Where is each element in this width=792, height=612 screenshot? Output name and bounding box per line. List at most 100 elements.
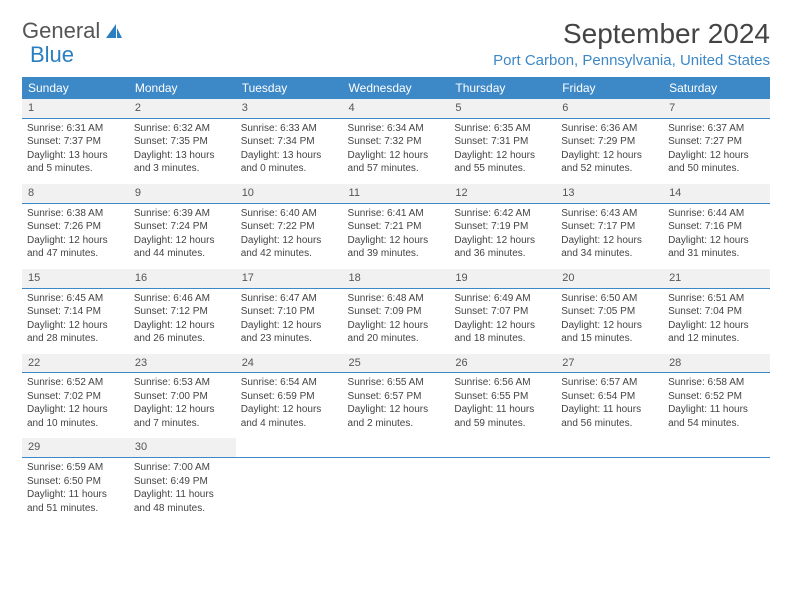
daylight-line: Daylight: 12 hours and 52 minutes. [561, 149, 658, 176]
day-number-row: 1234567 [22, 99, 770, 118]
day-data-cell: Sunrise: 6:45 AMSunset: 7:14 PMDaylight:… [22, 288, 129, 354]
day-number-cell: 20 [556, 269, 663, 288]
day-data-cell: Sunrise: 6:31 AMSunset: 7:37 PMDaylight:… [22, 118, 129, 184]
day-data-cell: Sunrise: 6:44 AMSunset: 7:16 PMDaylight:… [663, 203, 770, 269]
daylight-line: Daylight: 12 hours and 34 minutes. [561, 234, 658, 261]
daylight-line: Daylight: 12 hours and 44 minutes. [134, 234, 231, 261]
day-data-cell: Sunrise: 6:51 AMSunset: 7:04 PMDaylight:… [663, 288, 770, 354]
day-data-cell: Sunrise: 7:00 AMSunset: 6:49 PMDaylight:… [129, 458, 236, 524]
sunrise-line: Sunrise: 6:58 AM [668, 376, 765, 390]
day-data-cell [556, 458, 663, 524]
day-header: Tuesday [236, 77, 343, 99]
day-data-cell: Sunrise: 6:58 AMSunset: 6:52 PMDaylight:… [663, 373, 770, 439]
day-number-row: 2930 [22, 438, 770, 457]
daylight-line: Daylight: 12 hours and 7 minutes. [134, 403, 231, 430]
calendar-body: 1234567Sunrise: 6:31 AMSunset: 7:37 PMDa… [22, 99, 770, 523]
sunset-line: Sunset: 7:02 PM [27, 390, 124, 404]
day-data-cell: Sunrise: 6:50 AMSunset: 7:05 PMDaylight:… [556, 288, 663, 354]
day-number-cell: 9 [129, 184, 236, 203]
header: General September 2024 Port Carbon, Penn… [22, 18, 770, 75]
day-header-row: SundayMondayTuesdayWednesdayThursdayFrid… [22, 77, 770, 99]
day-header: Wednesday [343, 77, 450, 99]
day-data-cell: Sunrise: 6:41 AMSunset: 7:21 PMDaylight:… [343, 203, 450, 269]
daylight-line: Daylight: 12 hours and 10 minutes. [27, 403, 124, 430]
day-data-cell [343, 458, 450, 524]
daylight-line: Daylight: 12 hours and 39 minutes. [348, 234, 445, 261]
day-number-cell: 8 [22, 184, 129, 203]
daylight-line: Daylight: 12 hours and 2 minutes. [348, 403, 445, 430]
daylight-line: Daylight: 12 hours and 23 minutes. [241, 319, 338, 346]
sunrise-line: Sunrise: 6:48 AM [348, 292, 445, 306]
day-number-cell: 28 [663, 354, 770, 373]
sunset-line: Sunset: 7:22 PM [241, 220, 338, 234]
daylight-line: Daylight: 12 hours and 15 minutes. [561, 319, 658, 346]
sunset-line: Sunset: 6:52 PM [668, 390, 765, 404]
sunrise-line: Sunrise: 6:44 AM [668, 207, 765, 221]
day-number-cell: 10 [236, 184, 343, 203]
day-number-cell: 18 [343, 269, 450, 288]
sunrise-line: Sunrise: 6:53 AM [134, 376, 231, 390]
day-number-cell: 11 [343, 184, 450, 203]
day-data-cell [236, 458, 343, 524]
sunrise-line: Sunrise: 6:59 AM [27, 461, 124, 475]
sunset-line: Sunset: 7:34 PM [241, 135, 338, 149]
daylight-line: Daylight: 12 hours and 42 minutes. [241, 234, 338, 261]
sunset-line: Sunset: 7:07 PM [454, 305, 551, 319]
sunrise-line: Sunrise: 6:45 AM [27, 292, 124, 306]
day-number-cell: 26 [449, 354, 556, 373]
sunrise-line: Sunrise: 6:41 AM [348, 207, 445, 221]
sunset-line: Sunset: 6:59 PM [241, 390, 338, 404]
day-number-row: 15161718192021 [22, 269, 770, 288]
sunrise-line: Sunrise: 6:38 AM [27, 207, 124, 221]
daylight-line: Daylight: 11 hours and 59 minutes. [454, 403, 551, 430]
sunrise-line: Sunrise: 6:37 AM [668, 122, 765, 136]
sunset-line: Sunset: 7:17 PM [561, 220, 658, 234]
daylight-line: Daylight: 12 hours and 26 minutes. [134, 319, 231, 346]
day-data-cell: Sunrise: 6:54 AMSunset: 6:59 PMDaylight:… [236, 373, 343, 439]
sunset-line: Sunset: 7:21 PM [348, 220, 445, 234]
day-number-cell: 29 [22, 438, 129, 457]
day-data-cell: Sunrise: 6:43 AMSunset: 7:17 PMDaylight:… [556, 203, 663, 269]
sunrise-line: Sunrise: 6:32 AM [134, 122, 231, 136]
day-data-cell: Sunrise: 6:47 AMSunset: 7:10 PMDaylight:… [236, 288, 343, 354]
week-row: Sunrise: 6:31 AMSunset: 7:37 PMDaylight:… [22, 118, 770, 184]
daylight-line: Daylight: 12 hours and 18 minutes. [454, 319, 551, 346]
daylight-line: Daylight: 12 hours and 20 minutes. [348, 319, 445, 346]
sunrise-line: Sunrise: 6:36 AM [561, 122, 658, 136]
day-data-cell: Sunrise: 6:32 AMSunset: 7:35 PMDaylight:… [129, 118, 236, 184]
day-number-cell [556, 438, 663, 457]
day-header: Friday [556, 77, 663, 99]
day-number-cell: 27 [556, 354, 663, 373]
day-data-cell: Sunrise: 6:36 AMSunset: 7:29 PMDaylight:… [556, 118, 663, 184]
daylight-line: Daylight: 12 hours and 28 minutes. [27, 319, 124, 346]
sunset-line: Sunset: 7:14 PM [27, 305, 124, 319]
daylight-line: Daylight: 12 hours and 57 minutes. [348, 149, 445, 176]
logo-text-1: General [22, 18, 100, 44]
sunset-line: Sunset: 7:24 PM [134, 220, 231, 234]
week-row: Sunrise: 6:52 AMSunset: 7:02 PMDaylight:… [22, 373, 770, 439]
sunset-line: Sunset: 6:49 PM [134, 475, 231, 489]
sunrise-line: Sunrise: 6:55 AM [348, 376, 445, 390]
logo-sub: Blue [30, 42, 74, 68]
sunrise-line: Sunrise: 6:39 AM [134, 207, 231, 221]
logo-sail-icon [104, 22, 124, 40]
sunrise-line: Sunrise: 7:00 AM [134, 461, 231, 475]
daylight-line: Daylight: 12 hours and 47 minutes. [27, 234, 124, 261]
sunrise-line: Sunrise: 6:54 AM [241, 376, 338, 390]
logo-text-2: Blue [30, 42, 74, 67]
day-data-cell: Sunrise: 6:52 AMSunset: 7:02 PMDaylight:… [22, 373, 129, 439]
day-data-cell: Sunrise: 6:42 AMSunset: 7:19 PMDaylight:… [449, 203, 556, 269]
day-number-cell: 14 [663, 184, 770, 203]
sunrise-line: Sunrise: 6:52 AM [27, 376, 124, 390]
sunset-line: Sunset: 7:31 PM [454, 135, 551, 149]
week-row: Sunrise: 6:38 AMSunset: 7:26 PMDaylight:… [22, 203, 770, 269]
day-number-cell: 22 [22, 354, 129, 373]
day-number-cell: 23 [129, 354, 236, 373]
day-header: Saturday [663, 77, 770, 99]
daylight-line: Daylight: 13 hours and 5 minutes. [27, 149, 124, 176]
day-header: Sunday [22, 77, 129, 99]
sunset-line: Sunset: 6:50 PM [27, 475, 124, 489]
sunset-line: Sunset: 6:54 PM [561, 390, 658, 404]
daylight-line: Daylight: 11 hours and 48 minutes. [134, 488, 231, 515]
day-data-cell: Sunrise: 6:56 AMSunset: 6:55 PMDaylight:… [449, 373, 556, 439]
